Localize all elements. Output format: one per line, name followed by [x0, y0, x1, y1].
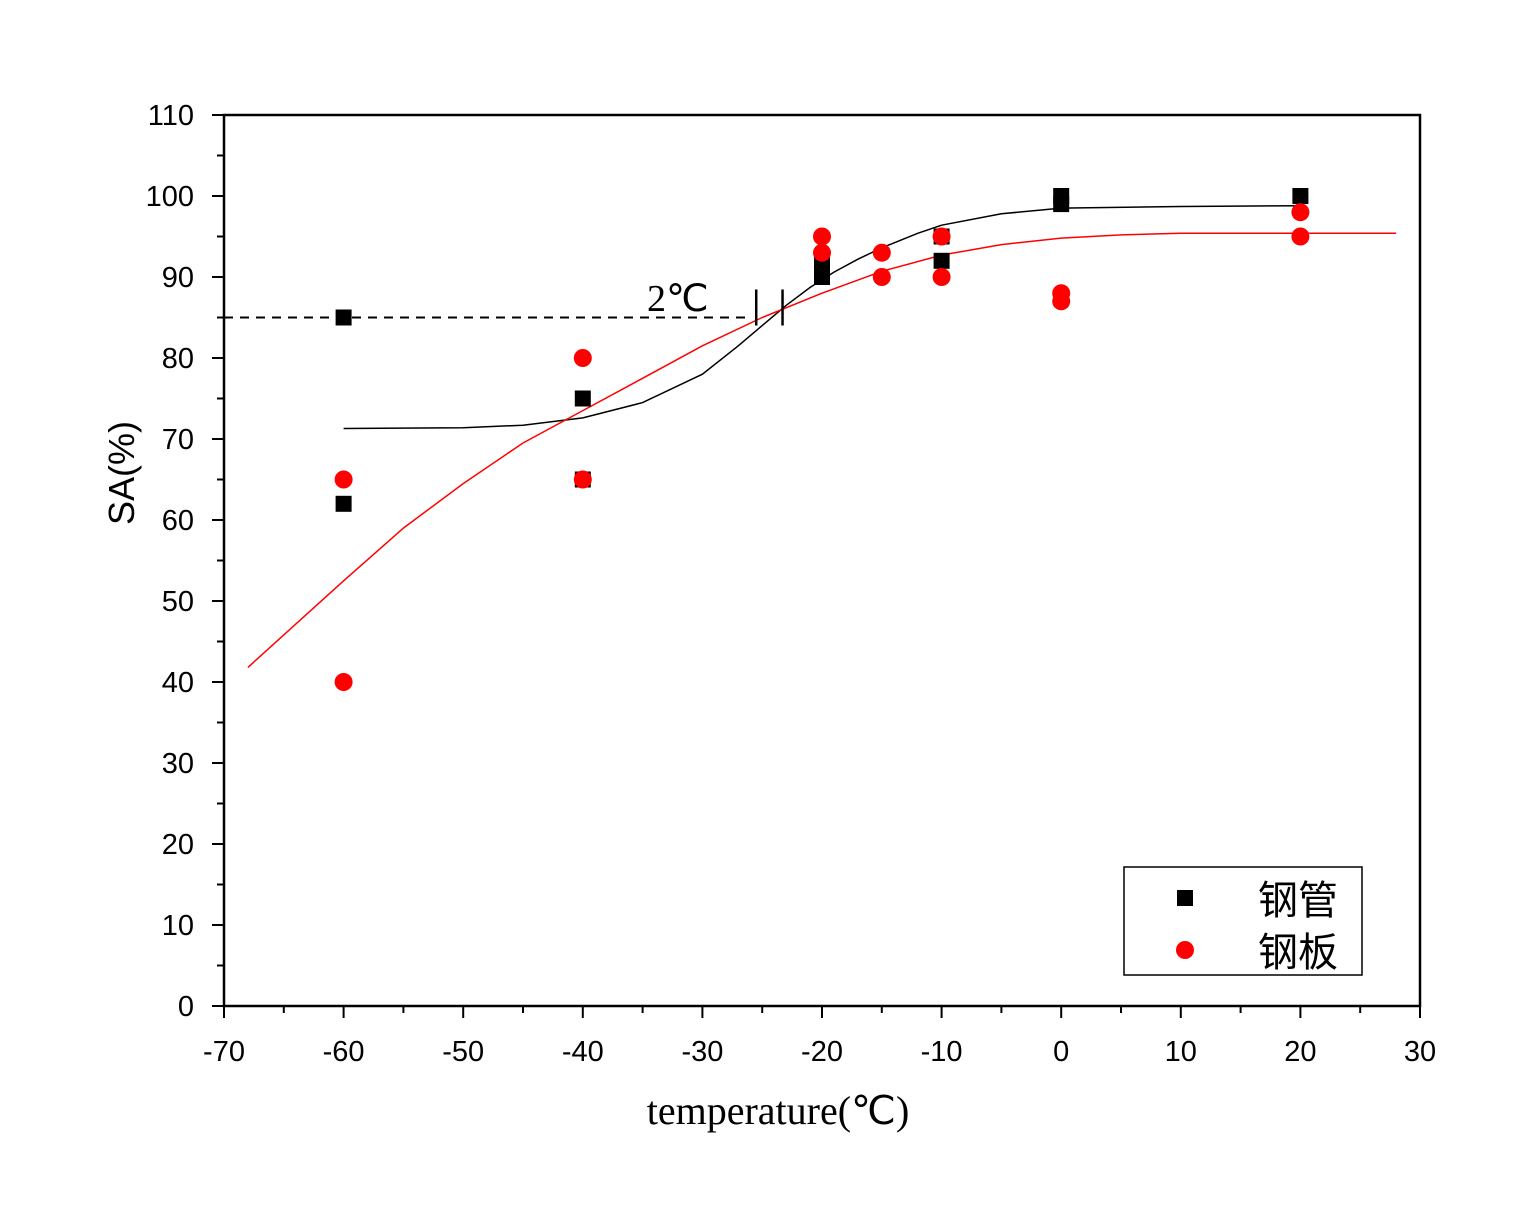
y-tick-label: 80 [162, 343, 194, 375]
x-tick-label: 10 [1165, 1036, 1197, 1068]
x-tick-label: -60 [323, 1036, 365, 1068]
legend-frame [1123, 866, 1363, 976]
y-tick-label: 50 [162, 586, 194, 618]
x-tick-label: -20 [801, 1036, 843, 1068]
fit-curve-series-2 [247, 232, 1397, 668]
x-tick-label: -40 [562, 1036, 604, 1068]
data-points [334, 188, 1310, 691]
fit-curve-series-1 [343, 204, 1301, 430]
data-point-circle [1052, 292, 1071, 311]
legend: 钢管 钢板 [1123, 866, 1363, 976]
axis-ticks: -70 -60 -50 -40 -30 -20 -10 0 10 20 30 0 10 20 30 40 50 6… [146, 100, 1437, 1068]
data-point-circle [932, 227, 951, 246]
legend-marker-circle [1176, 941, 1194, 959]
data-point-square [574, 390, 591, 407]
data-point-square [1053, 196, 1070, 213]
y-tick-label: 100 [146, 181, 194, 213]
y-tick-label: 0 [178, 991, 194, 1023]
y-tick-label: 60 [162, 505, 194, 537]
y-tick-label: 110 [148, 100, 194, 132]
fit-curves [247, 204, 1397, 668]
data-point-circle [573, 349, 592, 367]
legend-marker-square [1177, 890, 1193, 906]
data-point-circle [932, 268, 951, 286]
y-axis-label: SA(%) [101, 421, 142, 525]
data-point-square [335, 309, 352, 326]
data-point-circle [813, 243, 831, 262]
y-tick-label: 30 [162, 748, 194, 780]
data-point-circle [573, 470, 592, 489]
legend-label-series-1: 钢管 [1258, 878, 1338, 924]
y-tick-label: 70 [162, 424, 194, 456]
annotation: 2℃ [224, 278, 784, 326]
x-tick-label: -10 [921, 1036, 963, 1068]
data-point-square [1292, 188, 1309, 204]
data-point-circle [872, 268, 891, 286]
x-tick-label: -70 [203, 1036, 245, 1068]
data-point-circle [813, 227, 831, 246]
y-tick-label: 10 [162, 910, 194, 942]
x-tick-label: -50 [442, 1036, 484, 1068]
data-point-circle [334, 470, 353, 489]
data-point-circle [1291, 227, 1310, 246]
x-tick-label: 0 [1053, 1036, 1069, 1068]
data-point-circle [872, 243, 891, 262]
x-axis-label: temperature(℃) [647, 1088, 910, 1133]
data-point-square [933, 252, 950, 269]
annotation-label: 2℃ [647, 278, 709, 320]
data-point-circle [1291, 203, 1310, 222]
legend-label-series-2: 钢板 [1258, 930, 1338, 976]
y-tick-label: 40 [162, 667, 194, 699]
x-tick-label: 20 [1284, 1036, 1316, 1068]
x-tick-label: 30 [1404, 1036, 1436, 1068]
y-tick-label: 20 [162, 829, 194, 861]
x-tick-label: -30 [681, 1036, 723, 1068]
data-point-square [335, 495, 352, 512]
data-point-circle [334, 673, 353, 691]
y-tick-label: 90 [162, 262, 194, 294]
data-point-square [814, 269, 830, 285]
